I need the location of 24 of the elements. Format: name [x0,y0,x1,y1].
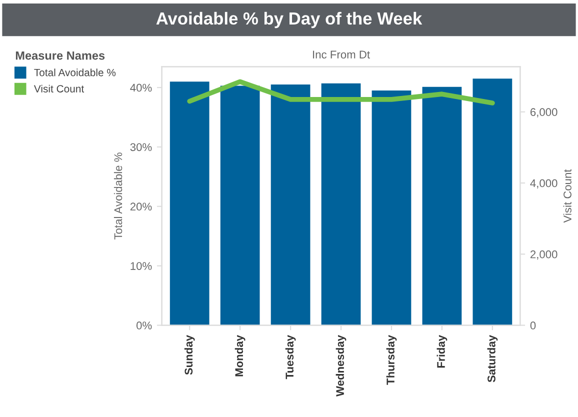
legend-label: Visit Count [34,84,84,92]
y2-tick-label: 6,000 [530,108,558,118]
y2-tick-label: 4,000 [530,179,558,188]
line-series [187,79,495,106]
x-tick-label: Monday [234,335,246,376]
legend-label: Total Avoidable % [34,68,116,76]
x-tick-label: Wednesday [336,335,346,397]
legend-title: Measure Names [16,52,105,60]
y2-tick-label: 2,000 [530,250,558,260]
y-tick-label: 40% [130,84,152,92]
y2-axis-title: Visit Count [563,169,572,223]
y2-tick-label: 0 [530,322,536,330]
x-tick-label: Tuesday [285,335,296,380]
x-tick-label: Thursday [386,335,397,385]
chart-title: Avoidable % by Day of the Week [156,12,422,28]
x-tick-label: Friday [436,335,448,368]
y-tick-label: 0% [136,322,152,330]
y-tick-label: 30% [130,143,152,152]
x-tick-label: Sunday [184,335,195,375]
x-tick-label: Saturday [487,335,498,382]
y-tick-label: 10% [130,262,152,270]
y-axis-title: Total Avoidable % [114,152,122,240]
y-tick-label: 20% [130,202,152,211]
chart-subtitle: Inc From Dt [313,50,370,58]
